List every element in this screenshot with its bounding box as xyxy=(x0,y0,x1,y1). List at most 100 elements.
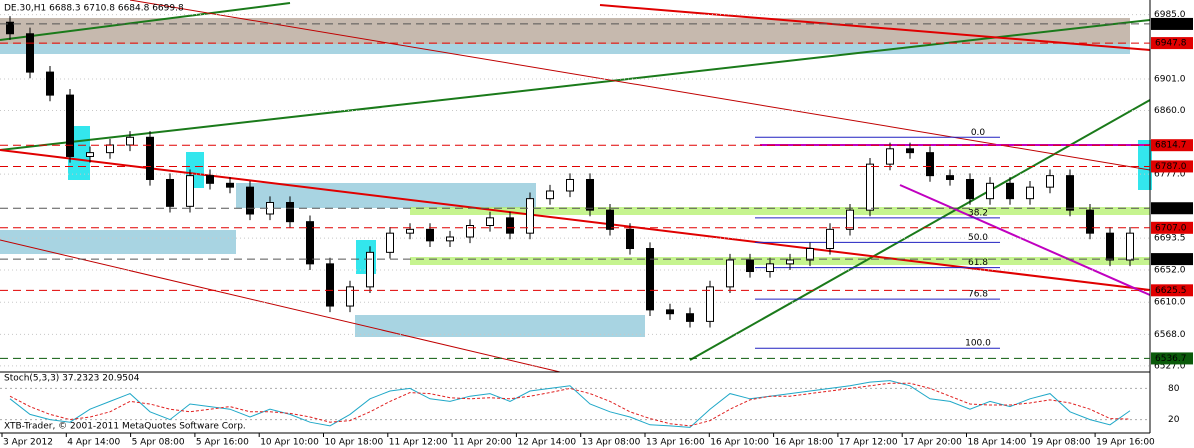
candle-body xyxy=(286,201,294,223)
candle-body xyxy=(426,228,434,242)
candle-body xyxy=(346,286,354,307)
indicator-label: Stoch(5,3,3) 37.2323 20.9504 xyxy=(4,374,140,384)
trendline xyxy=(599,4,1151,51)
trendline xyxy=(129,0,1151,171)
candle-body xyxy=(686,313,694,322)
candle-body xyxy=(806,248,814,261)
y-tick-label: 80 xyxy=(1168,384,1180,394)
x-tick-label: 19 Apr 16:00 xyxy=(1096,438,1155,448)
price-marker xyxy=(1151,202,1193,215)
candle-body xyxy=(206,175,214,184)
x-tick-label: 12 Apr 14:00 xyxy=(517,438,576,448)
zone xyxy=(410,207,1150,215)
candle-body xyxy=(606,209,614,230)
price-marker-label: 6625.5 xyxy=(1155,286,1187,296)
candle-body xyxy=(386,232,394,253)
y-tick-label: 6568.0 xyxy=(1154,330,1186,340)
candle-body xyxy=(126,136,134,146)
candle-body xyxy=(786,259,794,265)
candle-body xyxy=(586,178,594,211)
x-tick-label: 10 Apr 18:00 xyxy=(325,438,384,448)
price-marker-label: 6732.5 xyxy=(1155,204,1187,214)
zone xyxy=(0,18,1130,44)
candle-body xyxy=(46,71,54,96)
fib-label: 38.2 xyxy=(968,208,988,218)
price-marker xyxy=(1151,253,1193,266)
price-marker-label: 6666.2 xyxy=(1155,255,1187,265)
candle-body xyxy=(1106,232,1114,261)
candle-body xyxy=(1086,209,1094,234)
candle-body xyxy=(986,182,994,200)
trendline xyxy=(0,239,561,373)
zone xyxy=(236,183,536,208)
candle-body xyxy=(1126,232,1134,261)
trendline xyxy=(899,184,1151,296)
price-marker-label: 6947.8 xyxy=(1155,39,1187,49)
x-tick-label: 18 Apr 14:00 xyxy=(968,438,1027,448)
y-tick-label: 6652.0 xyxy=(1154,265,1186,275)
candle-body xyxy=(926,152,934,177)
zone xyxy=(1138,140,1152,190)
candle-body xyxy=(26,33,34,73)
price-marker xyxy=(1151,284,1193,297)
fib-label: 76.8 xyxy=(968,290,988,300)
zone xyxy=(355,315,645,337)
candle-body xyxy=(506,217,514,234)
price-marker-label: 6707.0 xyxy=(1155,223,1187,233)
x-tick-label: 13 Apr 08:00 xyxy=(582,438,641,448)
candle-body xyxy=(666,309,674,315)
candle-body xyxy=(466,225,474,238)
candle-body xyxy=(886,148,894,165)
candle-body xyxy=(86,152,94,157)
price-marker xyxy=(1151,221,1193,234)
candle-body xyxy=(946,175,954,180)
chart-title: DE.30,H1 6688.3 6710.8 6684.8 6699.8 xyxy=(4,4,184,14)
y-tick-label: 6610.0 xyxy=(1154,298,1186,308)
candle-body xyxy=(726,259,734,288)
price-marker xyxy=(1151,160,1193,173)
copyright: XTB-Trader, © 2001-2011 MetaQuotes Softw… xyxy=(4,422,246,432)
x-tick-label: 16 Apr 18:00 xyxy=(775,438,834,448)
candle-body xyxy=(66,94,74,157)
x-tick-label: 16 Apr 10:00 xyxy=(710,438,769,448)
trendline xyxy=(689,99,1151,361)
x-tick-label: 5 Apr 08:00 xyxy=(132,438,185,448)
candle-body xyxy=(106,144,114,154)
candle-body xyxy=(706,286,714,322)
trendline xyxy=(0,19,1151,151)
candle-body xyxy=(866,163,874,211)
candle-body xyxy=(1066,175,1074,211)
candle-body xyxy=(366,251,374,288)
price-marker-label: 6814.7 xyxy=(1155,141,1187,151)
trendline xyxy=(0,2,291,41)
fib-label: 100.0 xyxy=(965,339,991,349)
x-tick-label: 10 Apr 10:00 xyxy=(260,438,319,448)
price-marker-label: 6536.7 xyxy=(1155,354,1187,364)
price-marker xyxy=(1151,139,1193,152)
price-marker xyxy=(1151,352,1193,365)
price-marker xyxy=(1151,37,1193,50)
candle-body xyxy=(846,209,854,230)
candle-body xyxy=(246,186,254,215)
candle-body xyxy=(746,259,754,273)
candle-body xyxy=(446,236,454,242)
x-tick-label: 17 Apr 12:00 xyxy=(839,438,898,448)
candle-body xyxy=(166,178,174,207)
candle-body xyxy=(6,21,14,35)
candle-body xyxy=(226,182,234,188)
price-marker-label: 6972.8 xyxy=(1155,19,1187,29)
candle-body xyxy=(626,228,634,250)
candle-body xyxy=(906,148,914,154)
y-tick-label: 6527.0 xyxy=(1154,361,1186,371)
candle-body xyxy=(146,136,154,180)
candle-body xyxy=(1046,175,1054,188)
candle-body xyxy=(306,221,314,265)
y-tick-label: 6985.0 xyxy=(1154,10,1186,20)
candle-body xyxy=(186,175,194,207)
candle-body xyxy=(326,263,334,307)
candle-body xyxy=(406,228,414,234)
stochastic-line xyxy=(9,380,1131,428)
candle-body xyxy=(646,248,654,311)
